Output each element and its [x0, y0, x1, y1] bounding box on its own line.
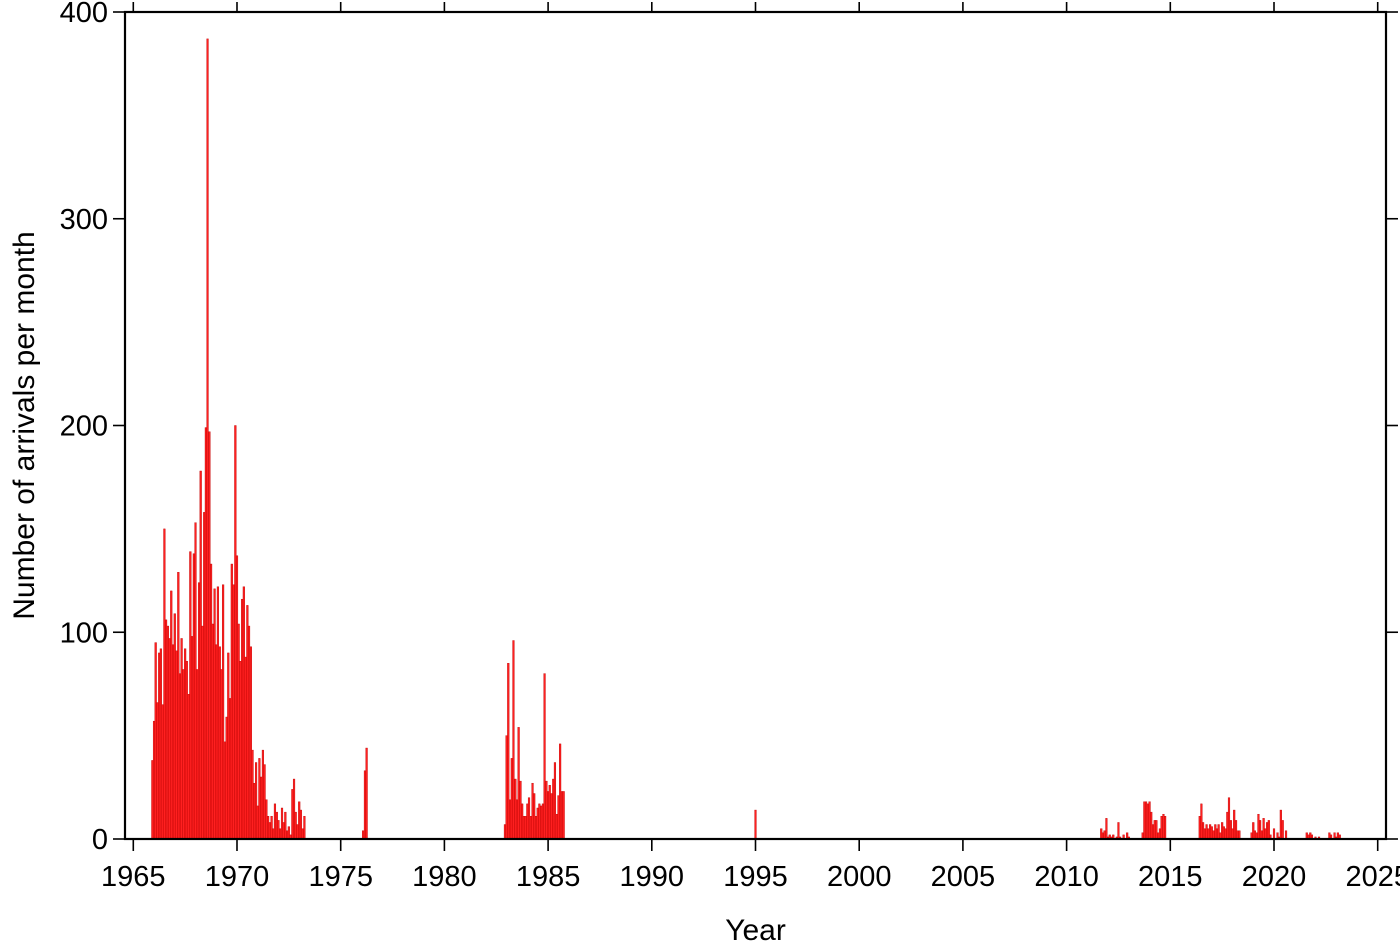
bar-1966.58: [164, 619, 168, 840]
x-tick-label-2010: 2010: [1034, 861, 1099, 893]
bar-2017.58: [1222, 826, 1225, 840]
ticks-group: [113, 2, 1398, 851]
bar-1967.58: [185, 660, 188, 840]
y-tick-label-0: 0: [92, 824, 108, 856]
bar-1983.58: [517, 727, 520, 840]
bar-1983.33: [512, 640, 515, 840]
y-tick-label-400: 400: [60, 0, 108, 29]
bar-1971.58: [268, 822, 271, 840]
x-tick-label-2000: 2000: [827, 861, 892, 893]
bar-2019.58: [1264, 828, 1267, 840]
x-tick-label-1965: 1965: [101, 861, 166, 893]
bar-1970.08: [237, 623, 240, 840]
bar-2019.33: [1259, 820, 1262, 840]
bar-1973.25: [303, 816, 306, 840]
bar-2014.75: [1164, 816, 1167, 840]
x-tick-labels: 1965 1970 1975 1980 1985 1990 1995 2000 2005 2010…: [101, 861, 1400, 893]
bar-1970.83: [253, 782, 256, 840]
bar-2011.83: [1103, 830, 1106, 840]
x-tick-label-2025: 2025: [1345, 861, 1400, 893]
bar-1972.08: [279, 828, 282, 840]
bar-1971.08: [258, 758, 261, 840]
y-tick-label-100: 100: [60, 617, 108, 649]
bar-2018.33: [1238, 830, 1241, 840]
bar-1983.83: [522, 816, 525, 840]
bar-2013.83: [1144, 801, 1148, 840]
bar-2017.33: [1217, 824, 1220, 840]
bar-2011.92: [1105, 818, 1108, 840]
x-tick-label-2015: 2015: [1138, 861, 1203, 893]
x-tick-label-1975: 1975: [308, 861, 373, 893]
bar-1972.33: [284, 811, 287, 840]
bar-1972.83: [294, 811, 297, 840]
plot-frame: [123, 10, 1388, 841]
bar-1973.08: [299, 809, 302, 840]
bar-1970.33: [242, 586, 245, 840]
bar-1970.58: [247, 625, 251, 840]
x-tick-label-1980: 1980: [412, 861, 477, 893]
bar-1985.08: [548, 785, 551, 840]
bar-1969.83: [232, 584, 235, 840]
x-tick-label-1990: 1990: [620, 861, 685, 893]
y-axis-title: Number of arrivals per month: [8, 231, 41, 619]
x-tick-label-2020: 2020: [1242, 861, 1307, 893]
bar-1985.75: [562, 791, 565, 840]
y-tick-labels: 0 100 200 300 400: [60, 0, 108, 856]
bar-1971.33: [263, 764, 266, 840]
x-tick-label-1970: 1970: [205, 861, 270, 893]
bar-1984.58: [538, 803, 541, 840]
bar-1983.08: [507, 663, 510, 840]
bar-1976.25: [365, 747, 368, 840]
bar-2016.83: [1207, 828, 1210, 840]
bar-2012.50: [1117, 822, 1120, 840]
bar-1967.33: [180, 638, 183, 840]
x-axis-title: Year: [725, 914, 786, 942]
bar-1969.08: [216, 586, 219, 840]
bar-1968.33: [201, 625, 204, 840]
bar-1969.58: [227, 652, 230, 840]
bar-1967.83: [190, 636, 194, 840]
bar-1967.08: [175, 650, 178, 840]
bar-1984.33: [533, 793, 536, 840]
bar-1966.83: [170, 590, 173, 840]
x-tick-label-2005: 2005: [931, 861, 996, 893]
x-tick-label-1985: 1985: [516, 861, 581, 893]
bar-1984.08: [527, 797, 531, 840]
y-tick-label-200: 200: [60, 411, 108, 443]
bar-2020.58: [1284, 830, 1288, 840]
bar-2014.58: [1160, 816, 1163, 840]
bar-2014.33: [1155, 820, 1158, 840]
bar-1969.33: [222, 584, 225, 840]
bar-1968.83: [211, 623, 214, 840]
bar-1976.08: [362, 830, 365, 840]
bar-1971.83: [273, 803, 277, 840]
bar-1985.33: [553, 762, 557, 840]
bar-2017.08: [1212, 830, 1215, 840]
bar-1968.08: [196, 669, 199, 840]
bar-1968.58: [206, 38, 209, 840]
y-tick-label-300: 300: [60, 204, 108, 236]
bar-2014.08: [1150, 811, 1153, 840]
bar-1985.58: [559, 743, 562, 840]
bar-2020.33: [1279, 809, 1282, 840]
bar-1995.00: [754, 809, 757, 840]
bar-2018.08: [1233, 809, 1236, 840]
bar-2016.58: [1202, 822, 1205, 840]
x-tick-label-1995: 1995: [723, 861, 788, 893]
bar-1966.08: [154, 642, 157, 840]
bar-2019.08: [1253, 830, 1256, 840]
bar-1966.33: [159, 648, 162, 840]
bar-1984.83: [543, 673, 546, 840]
bar-2020.42: [1281, 820, 1284, 840]
bars-group: [151, 38, 1341, 840]
bar-2017.83: [1227, 797, 1231, 840]
bar-2020.00: [1272, 828, 1276, 840]
